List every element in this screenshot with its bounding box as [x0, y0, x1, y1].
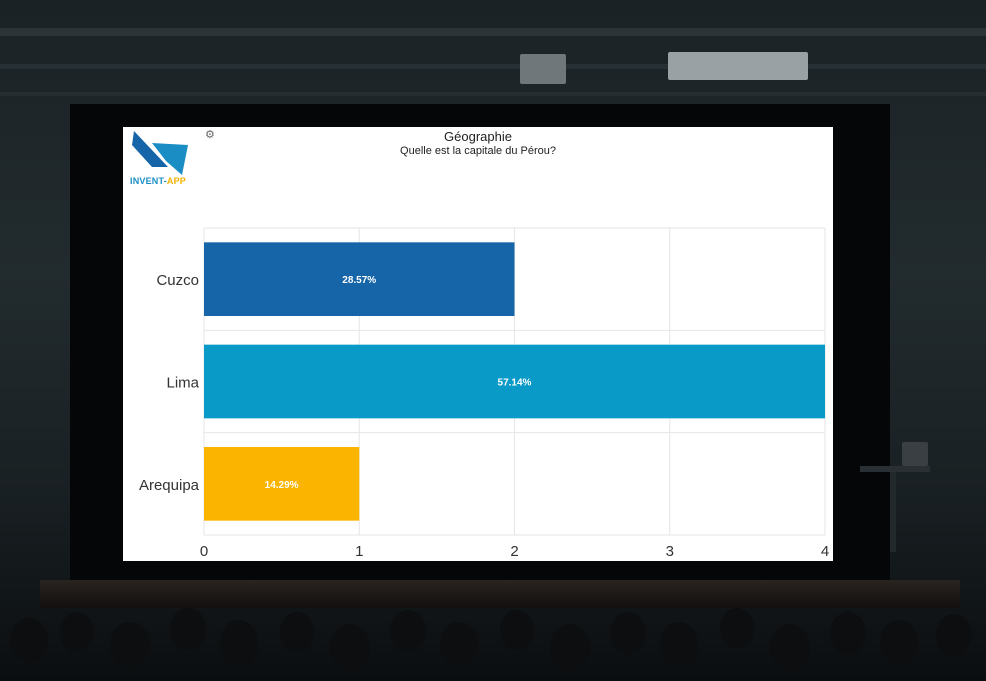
audience-head: [330, 624, 370, 670]
chart-title: Géographie: [444, 129, 512, 144]
audience-head: [60, 612, 94, 652]
audience-head: [610, 612, 646, 654]
audience-head: [390, 610, 426, 652]
audience-head: [500, 610, 534, 650]
ceiling-light: [520, 54, 566, 84]
stage: [40, 580, 960, 608]
category-label: Lima: [166, 375, 199, 392]
bar-chart: 0 1 2 3 4 28.57% Cuzco 57.14% Lima 14.29% Arequipa: [139, 227, 829, 560]
audience-head: [220, 620, 258, 668]
bar-data-label: 57.14%: [498, 378, 532, 389]
x-tick-label: 3: [666, 543, 674, 560]
audience-head: [550, 624, 590, 670]
x-tick-label: 4: [821, 543, 829, 560]
x-tick-label: 1: [355, 543, 363, 560]
bar-data-label: 28.57%: [342, 275, 376, 286]
logo-wordmark: INVENT-APP: [130, 176, 187, 186]
audience-head: [936, 614, 972, 656]
bar-arequipa: [204, 446, 360, 521]
x-tick-label: 0: [200, 543, 208, 560]
invent-app-logo-mark: [132, 131, 188, 175]
audience-head: [280, 612, 314, 652]
audience-head: [10, 618, 48, 662]
ceiling-light: [668, 52, 808, 80]
ceiling-truss: [0, 92, 986, 96]
audience-head: [440, 622, 478, 668]
chart-bars: [204, 242, 825, 521]
podium-stand: [890, 472, 896, 552]
bar-lima: [204, 344, 825, 419]
x-tick-label: 2: [510, 543, 518, 560]
ceiling-truss: [0, 28, 986, 36]
audience-head: [770, 624, 810, 670]
chart-labels: 0 1 2 3 4 28.57% Cuzco 57.14% Lima 14.29% Arequipa: [139, 272, 829, 560]
audience-head: [170, 608, 206, 650]
audience-head: [110, 622, 150, 668]
audience-head: [660, 622, 698, 668]
bar-cuzco: [204, 242, 515, 317]
gear-icon[interactable]: ⚙: [205, 129, 215, 141]
laptop: [902, 442, 928, 466]
category-label: Cuzco: [156, 272, 199, 289]
audience-head: [830, 612, 866, 654]
audience-head: [720, 608, 754, 648]
bar-data-label: 14.29%: [265, 480, 299, 491]
audience-head: [880, 620, 918, 666]
audience: [0, 598, 986, 681]
category-label: Arequipa: [139, 477, 200, 494]
podium: [860, 466, 930, 472]
presentation-slide: INVENT-APP ⚙ Géographie Quelle est la ca…: [123, 127, 833, 561]
chart-subtitle: Quelle est la capitale du Pérou?: [400, 145, 556, 157]
ceiling-truss: [0, 64, 986, 69]
